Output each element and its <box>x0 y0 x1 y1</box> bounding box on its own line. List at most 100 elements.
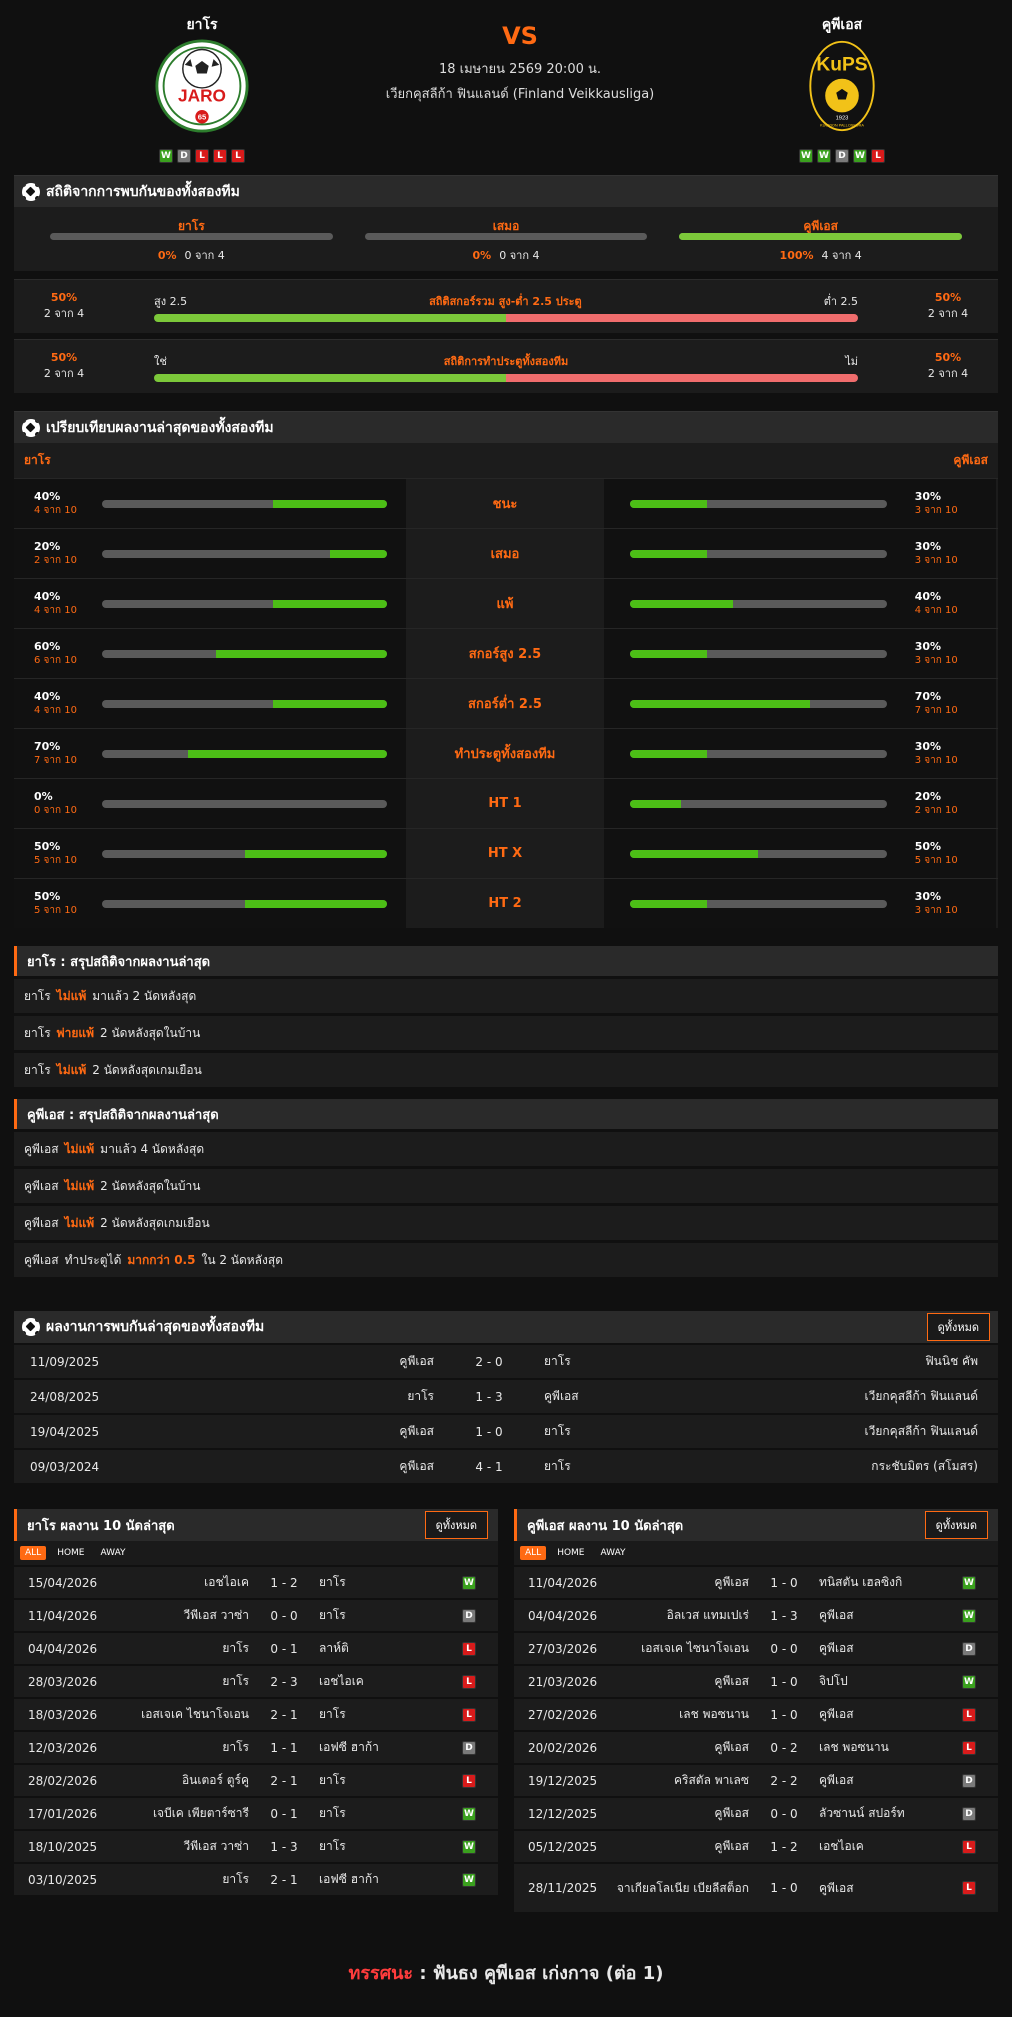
match-row[interactable]: 05/12/2025 คูพีเอส 1 - 2 เอชไอเค L <box>514 1831 998 1862</box>
match-result: D <box>449 1740 489 1755</box>
match-row[interactable]: 04/04/2026 ยาโร 0 - 1 ลาห์ติ L <box>14 1633 498 1664</box>
tab-home[interactable]: HOME <box>57 1548 85 1558</box>
result-badge: L <box>462 1674 476 1689</box>
prediction-label: ทรรศนะ <box>348 1963 414 1984</box>
home-last10-view-all-button[interactable]: ดูทั้งหมด <box>424 1511 488 1539</box>
compare-home-pct: 60% 6 จาก 10 <box>34 640 102 668</box>
match-row[interactable]: 28/02/2026 อินเตอร์ ตูร์คู 2 - 1 ยาโร L <box>14 1765 498 1796</box>
ou-over-label: สูง 2.5 <box>154 294 188 308</box>
match-away: ยาโร <box>319 1773 346 1787</box>
tab-away[interactable]: AWAY <box>100 1548 126 1558</box>
tab-away[interactable]: AWAY <box>600 1548 626 1558</box>
match-row[interactable]: 19/12/2025 คริสตัล พาเลซ 2 - 2 คูพีเอส D <box>514 1765 998 1796</box>
match-row[interactable]: 18/03/2026 เอสเจเค ไชนาโจเอน 2 - 1 ยาโร L <box>14 1699 498 1730</box>
compare-away-percent: 30% <box>914 539 942 553</box>
h2h-result-row[interactable]: 09/03/2024 คูพีเอส 4 - 1 ยาโร กระชับมิตร (สโ… <box>14 1450 998 1483</box>
match-row[interactable]: 27/02/2026 เลช พอซนาน 1 - 0 คูพีเอส L <box>514 1699 998 1730</box>
match-result: L <box>449 1773 489 1788</box>
match-row[interactable]: 27/03/2026 เอสเจเค ไซนาโจเอน 0 - 0 คูพีเอส D <box>514 1633 998 1664</box>
match-row[interactable]: 04/04/2026 อิลเวส แทมเปเร่ 1 - 3 คูพีเอส W <box>514 1600 998 1631</box>
match-row[interactable]: 15/04/2026 เอชไอเค 1 - 2 ยาโร W <box>14 1567 498 1598</box>
summary-highlight: ไม่แพ้ <box>56 1062 87 1077</box>
match-row[interactable]: 11/04/2026 วีพีเอส วาซ่า 0 - 0 ยาโร D <box>14 1600 498 1631</box>
summary-prefix: ทำประตูได้ <box>64 1252 122 1267</box>
match-row[interactable]: 28/11/2025 จาเกียลโลเนีย เบียลีสต็อก 1 - 0… <box>514 1864 998 1912</box>
h2h-col-bar <box>364 233 648 240</box>
match-away: คูพีเอส <box>819 1880 854 1895</box>
summary-highlight: พ่ายแพ้ <box>56 1025 94 1040</box>
result-competition: เวียกคุสลีก้า ฟินแลนด์ <box>864 1424 978 1438</box>
compare-away-pct: 30% 3 จาก 10 <box>887 490 976 518</box>
match-home: คูพีเอส <box>714 1575 749 1589</box>
h2h-col-label: คูพีเอส <box>803 219 838 233</box>
match-row[interactable]: 12/03/2026 ยาโร 1 - 1 เอฟซี ฮาก้า D <box>14 1732 498 1763</box>
compare-away-cell: 30% 3 จาก 10 <box>604 629 996 678</box>
summary-rest: 2 นัดหลังสุดในบ้าน <box>100 1025 201 1040</box>
match-row[interactable]: 12/12/2025 คูพีเอส 0 - 0 ลัวซานน์ สปอร์ท D <box>514 1798 998 1829</box>
h2h-result-row[interactable]: 19/04/2025 คูพีเอส 1 - 0 ยาโร เวียกคุสลีก้า … <box>14 1415 998 1448</box>
h2h-col: คูพีเอส 100% 4 จาก 4 <box>663 217 978 271</box>
h2h-results-title: ผลงานการพบกันล่าสุดของทั้งสองทีม <box>46 1319 265 1335</box>
result-badge: L <box>462 1773 476 1788</box>
h2h-col-count: 4 จาก 4 <box>821 249 862 262</box>
result-badge: W <box>962 1608 976 1623</box>
result-score: 1 - 3 <box>475 1389 503 1404</box>
home-last10-title: ยาโร ผลงาน 10 นัดล่าสุด <box>27 1518 175 1534</box>
compare-away-pct: 40% 4 จาก 10 <box>887 590 976 618</box>
match-score: 0 - 0 <box>770 1806 798 1821</box>
summary-row: คูพีเอส ไม่แพ้ มาแล้ว 4 นัดหลังสุด <box>14 1132 998 1166</box>
compare-away-count: 2 จาก 10 <box>914 804 958 816</box>
match-row[interactable]: 28/03/2026 ยาโร 2 - 3 เอชไอเค L <box>14 1666 498 1697</box>
match-result: L <box>949 1839 989 1854</box>
match-result: D <box>949 1641 989 1656</box>
match-home: ยาโร <box>222 1872 249 1886</box>
summary-highlight: ไม่แพ้ <box>64 1141 95 1156</box>
match-away: ลาห์ติ <box>319 1641 349 1655</box>
match-result: W <box>949 1608 989 1623</box>
tab-home[interactable]: HOME <box>557 1548 585 1558</box>
tab-all[interactable]: ALL <box>20 1546 47 1560</box>
compare-away-cell: 70% 7 จาก 10 <box>604 679 996 728</box>
compare-away-bar <box>630 549 887 558</box>
tab-all[interactable]: ALL <box>520 1546 547 1560</box>
match-row[interactable]: 21/03/2026 คูพีเอส 1 - 0 จิปโป W <box>514 1666 998 1697</box>
compare-home-pct: 40% 4 จาก 10 <box>34 690 102 718</box>
match-row[interactable]: 20/02/2026 คูพีเอส 0 - 2 เลช พอซนาน L <box>514 1732 998 1763</box>
compare-away-count: 3 จาก 10 <box>914 754 958 766</box>
compare-row: 50% 5 จาก 10 HT X 50% 5 จาก 10 <box>14 828 998 878</box>
match-row[interactable]: 03/10/2025 ยาโร 2 - 1 เอฟซี ฮาก้า W <box>14 1864 498 1895</box>
compare-away-bar <box>630 699 887 708</box>
h2h-result-row[interactable]: 24/08/2025 ยาโร 1 - 3 คูพีเอส เวียกคุสลีก้า … <box>14 1380 998 1413</box>
ou-left-pct: 50% <box>50 291 78 304</box>
ou-labels: สูง 2.5 สถิติสกอร์รวม สูง-ต่ำ 2.5 ประตู … <box>154 292 858 310</box>
compare-row: 50% 5 จาก 10 HT 2 30% 3 จาก 10 <box>14 878 998 928</box>
result-badge: D <box>462 1608 476 1623</box>
match-row[interactable]: 18/10/2025 วีพีเอส วาซ่า 1 - 3 ยาโร W <box>14 1831 498 1862</box>
result-badge: L <box>962 1839 976 1854</box>
compare-away-bar-fill <box>630 849 759 858</box>
compare-row: 0% 0 จาก 10 HT 1 20% 2 จาก 10 <box>14 778 998 828</box>
match-home: เจบีเค เพียตาร์ซารี <box>152 1806 249 1820</box>
compare-row: 40% 4 จาก 10 ชนะ 30% 3 จาก 10 <box>14 478 998 528</box>
h2h-result-row[interactable]: 11/09/2025 คูพีเอส 2 - 0 ยาโร ฟินนิช คัพ <box>14 1345 998 1378</box>
h2h-view-all-button[interactable]: ดูทั้งหมด <box>926 1313 990 1341</box>
compare-home-bar <box>102 649 387 658</box>
compare-home-bar-fill <box>216 649 387 658</box>
match-row[interactable]: 11/04/2026 คูพีเอส 1 - 0 ทนิสตัน เฮลซิงกิ W <box>514 1567 998 1598</box>
compare-home-pct: 40% 4 จาก 10 <box>34 490 102 518</box>
compare-home-percent: 70% <box>34 739 61 753</box>
result-home: คูพีเอส <box>399 1424 434 1438</box>
compare-stat-label: เสมอ <box>406 529 604 578</box>
away-last10-view-all-button[interactable]: ดูทั้งหมด <box>924 1511 988 1539</box>
result-badge: W <box>962 1575 976 1590</box>
match-date: 19/12/2025 <box>528 1773 598 1788</box>
match-row[interactable]: 17/01/2026 เจบีเค เพียตาร์ซารี 0 - 1 ยาโร W <box>14 1798 498 1829</box>
compare-away-label: คูพีเอส <box>953 453 988 467</box>
compare-home-cell: 0% 0 จาก 10 <box>14 779 406 828</box>
summary-rest: 2 นัดหลังสุดเกมเยือน <box>100 1215 210 1230</box>
form-badge: W <box>159 149 173 163</box>
match-home: ยาโร <box>222 1641 249 1655</box>
result-home: ยาโร <box>407 1389 434 1403</box>
